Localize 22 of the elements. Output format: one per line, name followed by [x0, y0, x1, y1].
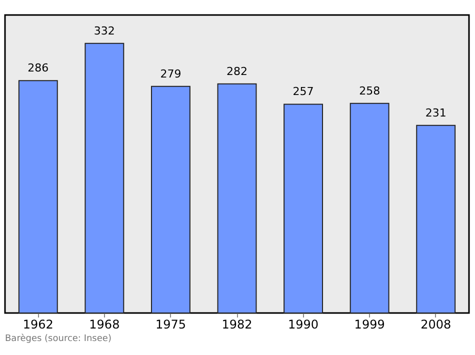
bar — [217, 83, 257, 314]
data-label: 257 — [292, 85, 314, 98]
bar — [18, 80, 58, 314]
x-tick-label: 1975 — [155, 318, 186, 332]
data-label: 286 — [28, 62, 49, 75]
x-tick-label: 1968 — [89, 318, 120, 332]
data-label: 279 — [160, 67, 182, 80]
bar — [350, 102, 390, 314]
data-label: 258 — [359, 84, 380, 98]
x-tick-label: 1990 — [288, 318, 319, 332]
bar — [84, 42, 124, 314]
x-tick-label: 1962 — [22, 318, 54, 332]
x-tick-label: 2008 — [420, 318, 452, 332]
data-label: 332 — [94, 24, 115, 38]
bar — [150, 86, 190, 314]
text: Barèges (source: Insee) — [5, 333, 112, 344]
data-label: 231 — [425, 106, 446, 120]
bar — [284, 104, 324, 314]
bar — [416, 124, 456, 314]
data-label: 282 — [226, 64, 248, 78]
x-tick-label: 1982 — [222, 318, 252, 332]
x-tick-label: 1999 — [354, 318, 385, 332]
